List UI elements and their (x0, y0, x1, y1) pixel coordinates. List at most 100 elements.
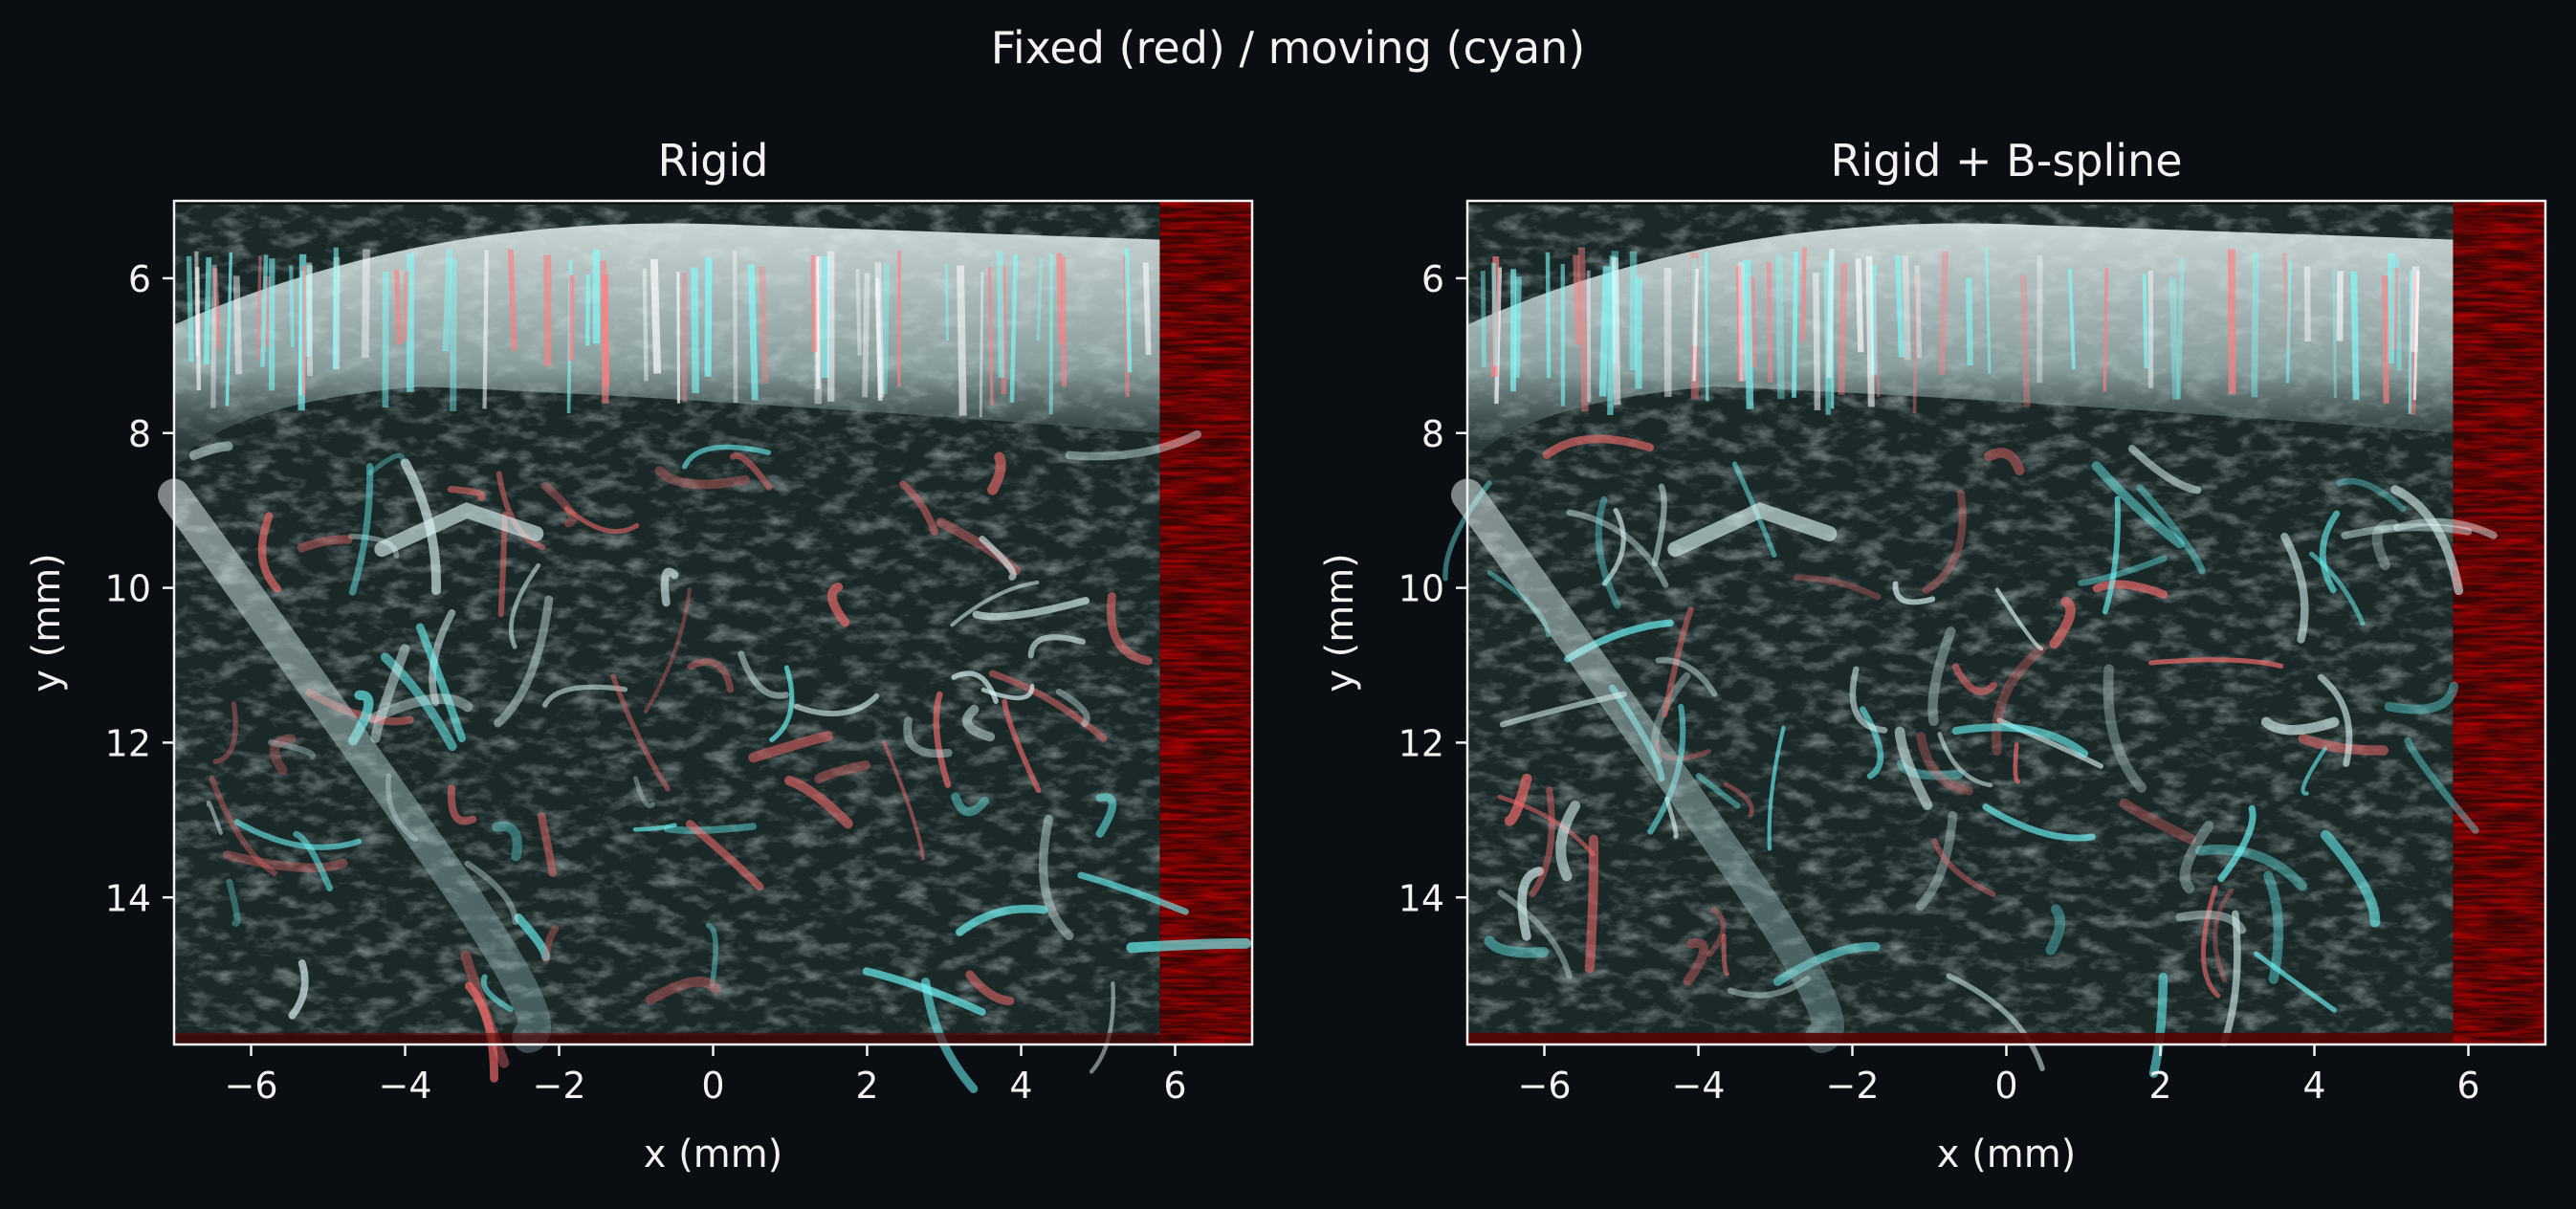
vessel (1027, 634, 1087, 659)
band-streak (2412, 271, 2420, 401)
vessel (1517, 867, 1545, 941)
band-streak (855, 269, 862, 356)
band-streak (2350, 271, 2360, 401)
band-streak (1060, 256, 1068, 387)
vessel (447, 486, 486, 501)
cortical-band (174, 223, 1160, 465)
vessel (1055, 688, 1090, 728)
vessel (269, 734, 297, 776)
vessel (980, 683, 1035, 701)
vessel (2217, 804, 2257, 883)
band-streak (945, 263, 949, 341)
x-tick-label: 4 (1009, 1065, 1032, 1107)
band-streak (1124, 248, 1133, 373)
vessel (2371, 519, 2399, 571)
band-streak (361, 249, 370, 358)
vessel (226, 878, 241, 927)
vessel (2319, 510, 2341, 594)
band-streak (1735, 266, 1744, 382)
vessel (1601, 508, 1626, 586)
vessel (738, 650, 790, 699)
band-streak (1491, 262, 1498, 366)
band-streak (1545, 252, 1552, 379)
band-streak (255, 255, 262, 361)
vessel (1497, 794, 1596, 857)
band-streak (332, 247, 340, 370)
band-streak (186, 255, 194, 363)
vessel (297, 535, 353, 553)
x-tick-label: 0 (1994, 1065, 2017, 1107)
vessel (2336, 477, 2407, 513)
band-streak (1513, 276, 1522, 379)
band-streak (1142, 262, 1152, 356)
x-axis-label: x (mm) (1937, 1132, 2077, 1176)
vessel (1994, 587, 2044, 651)
band-streak (1775, 254, 1785, 400)
band-streak (2408, 270, 2413, 414)
band-streak (507, 249, 517, 351)
band-streak (260, 254, 269, 367)
band-streak (1480, 271, 1486, 368)
overlay-image (158, 201, 1252, 1093)
band-streak (225, 252, 233, 407)
band-streak (1577, 247, 1589, 412)
vessel (632, 823, 677, 832)
band-streak (1036, 257, 1044, 341)
vessel (494, 595, 554, 728)
vessel (1793, 574, 1882, 601)
band-streak (2251, 252, 2259, 398)
vessel (987, 451, 1006, 495)
vessel (1767, 725, 1786, 851)
vessel (1529, 786, 1555, 898)
vessel (1683, 937, 1709, 986)
vessel (2254, 951, 2337, 1013)
band-streak (289, 265, 295, 348)
vessel (950, 581, 1040, 627)
vessel (962, 704, 996, 742)
vessel (933, 691, 952, 788)
vessel (2119, 798, 2197, 845)
vessel (2078, 555, 2168, 586)
axes-title: Rigid + B-spline (1830, 135, 2182, 187)
x-tick-label: −6 (224, 1065, 277, 1107)
vessel (1922, 490, 1967, 595)
vessel (2220, 910, 2241, 1046)
band-streak (815, 256, 821, 389)
band-streak (1598, 266, 1611, 397)
band-streak (2103, 268, 2109, 392)
band-streak (1766, 261, 1773, 383)
vessel (1931, 838, 1996, 897)
vessel (903, 716, 953, 758)
band-streak (1855, 258, 1864, 353)
vessel (2341, 523, 2473, 539)
vessel (882, 740, 925, 861)
vessel (748, 731, 833, 763)
vessel (514, 912, 551, 961)
vessel (1916, 732, 1973, 796)
vessel (2148, 972, 2169, 1078)
band-streak (957, 265, 967, 416)
vessel (542, 684, 628, 708)
band-streak (2142, 274, 2148, 369)
vessel (537, 812, 558, 877)
vessel (367, 452, 406, 476)
band-streak (1056, 253, 1065, 344)
y-tick-label: 6 (128, 258, 151, 300)
vessel (2200, 885, 2221, 999)
vessel (2136, 484, 2206, 575)
vessel (1859, 706, 1884, 780)
band-streak (2303, 266, 2311, 342)
vessel (663, 823, 757, 834)
vessel (1655, 657, 1718, 697)
x-tick-label: 6 (2456, 1065, 2479, 1107)
y-tick-label: 10 (105, 568, 151, 610)
x-tick-label: 2 (855, 1065, 878, 1107)
bright-vessel (1667, 502, 1838, 558)
band-streak (1914, 265, 1923, 359)
vessel (1664, 796, 1679, 839)
vessel (1002, 698, 1042, 794)
vessel (2301, 746, 2327, 796)
vessel (687, 658, 735, 693)
vessel (988, 670, 1108, 742)
vessel (1542, 434, 1654, 459)
